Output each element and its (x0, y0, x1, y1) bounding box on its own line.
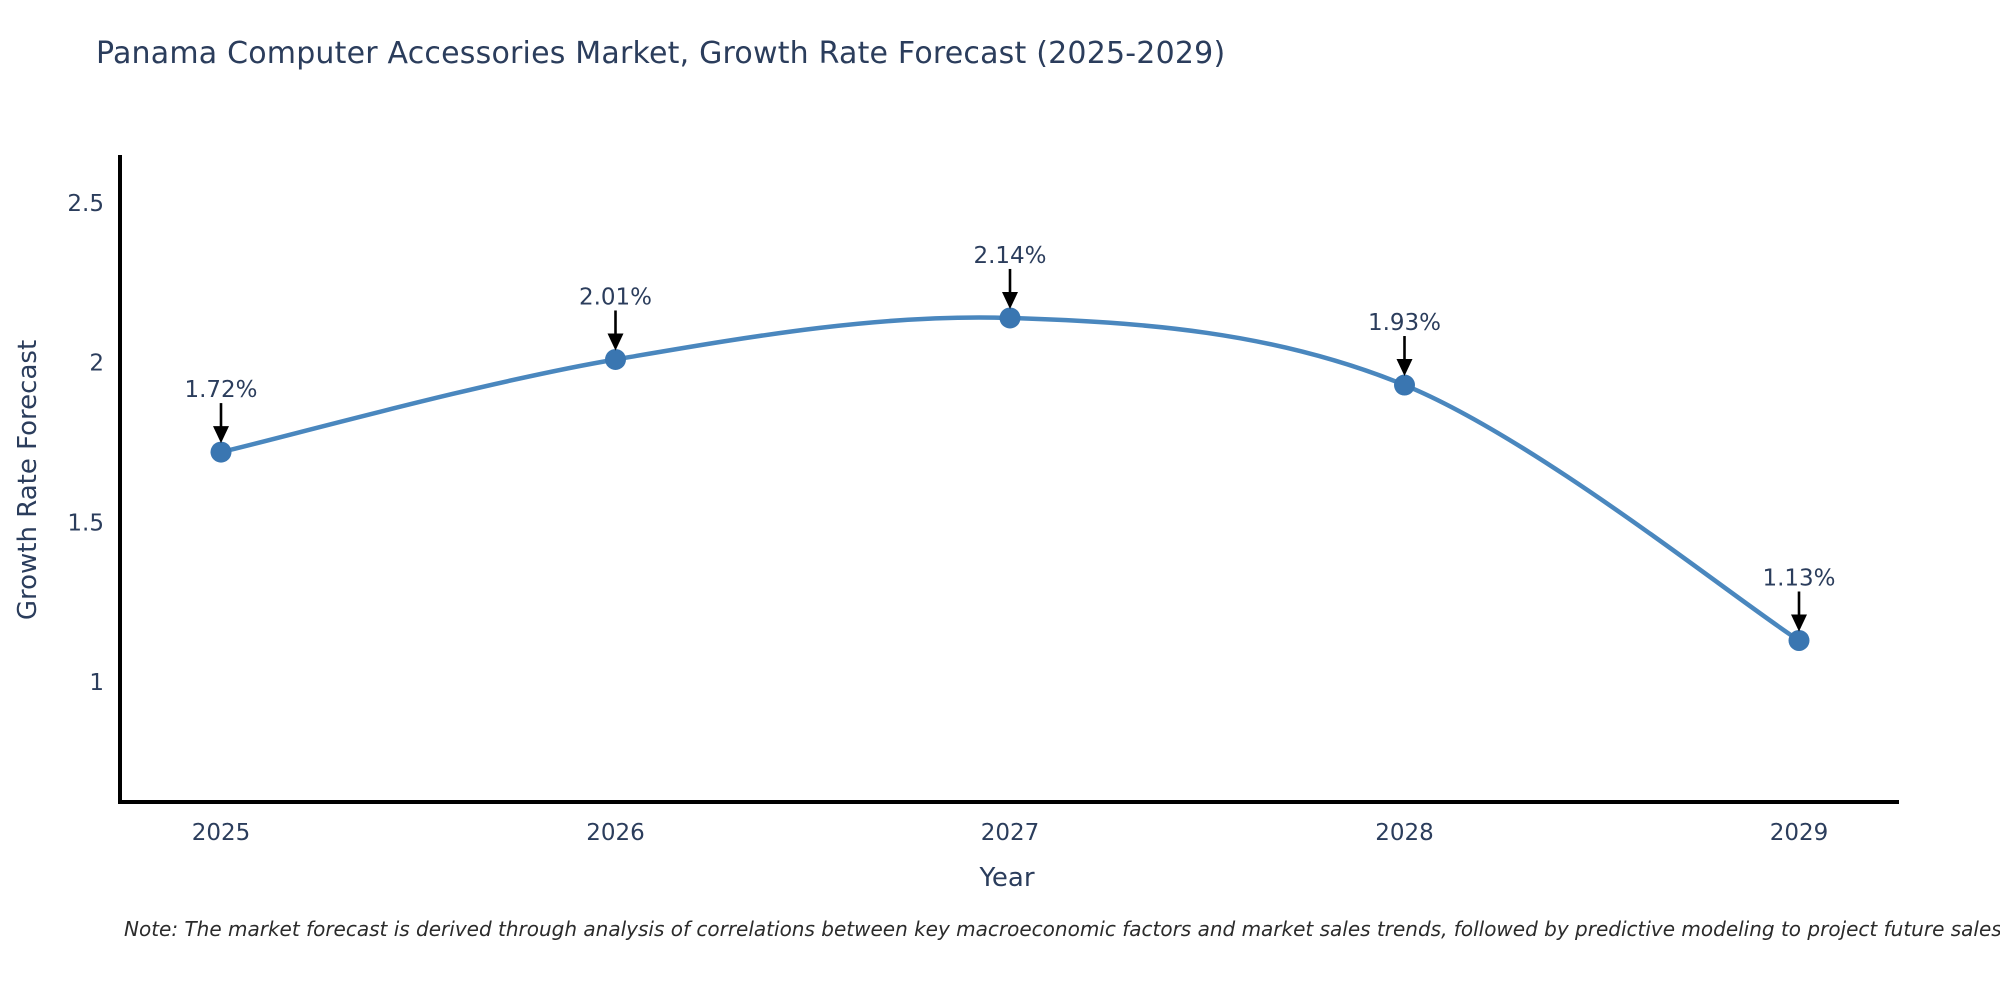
y-tick-label: 2.5 (67, 191, 104, 217)
data-point-marker (999, 307, 1021, 329)
data-point-marker (1788, 629, 1810, 651)
y-axis-title: Growth Rate Forecast (13, 340, 43, 620)
x-tick-label: 2025 (192, 820, 251, 846)
data-point-label: 2.14% (973, 243, 1046, 269)
annotation-arrow-head (607, 333, 624, 351)
y-tick-label: 1 (89, 670, 104, 696)
annotation-arrow-head (1002, 291, 1018, 309)
data-point-label: 2.01% (579, 284, 652, 310)
data-point-marker (1394, 374, 1415, 396)
x-tick-label: 2027 (981, 820, 1040, 846)
x-tick-label: 2026 (586, 820, 645, 846)
chart-title: Panama Computer Accessories Market, Grow… (96, 36, 1226, 71)
forecast-line-series (218, 315, 1802, 643)
footnote: Note: The market forecast is derived thr… (124, 917, 2000, 941)
data-point-label: 1.93% (1368, 310, 1441, 336)
annotation-arrow-head (1791, 614, 1807, 632)
y-tick-label: 1.5 (67, 510, 104, 536)
data-point-label: 1.13% (1762, 565, 1835, 591)
y-tick-label: 2 (89, 351, 104, 377)
x-axis-title: Year (978, 863, 1034, 893)
x-tick-label: 2029 (1770, 820, 1829, 846)
annotation-arrow-head (1396, 359, 1413, 377)
data-point-marker (210, 441, 232, 463)
data-point-label: 1.72% (184, 377, 257, 403)
x-tick-label: 2028 (1375, 820, 1434, 846)
annotation-arrow-head (213, 426, 229, 444)
data-point-marker (605, 348, 626, 370)
